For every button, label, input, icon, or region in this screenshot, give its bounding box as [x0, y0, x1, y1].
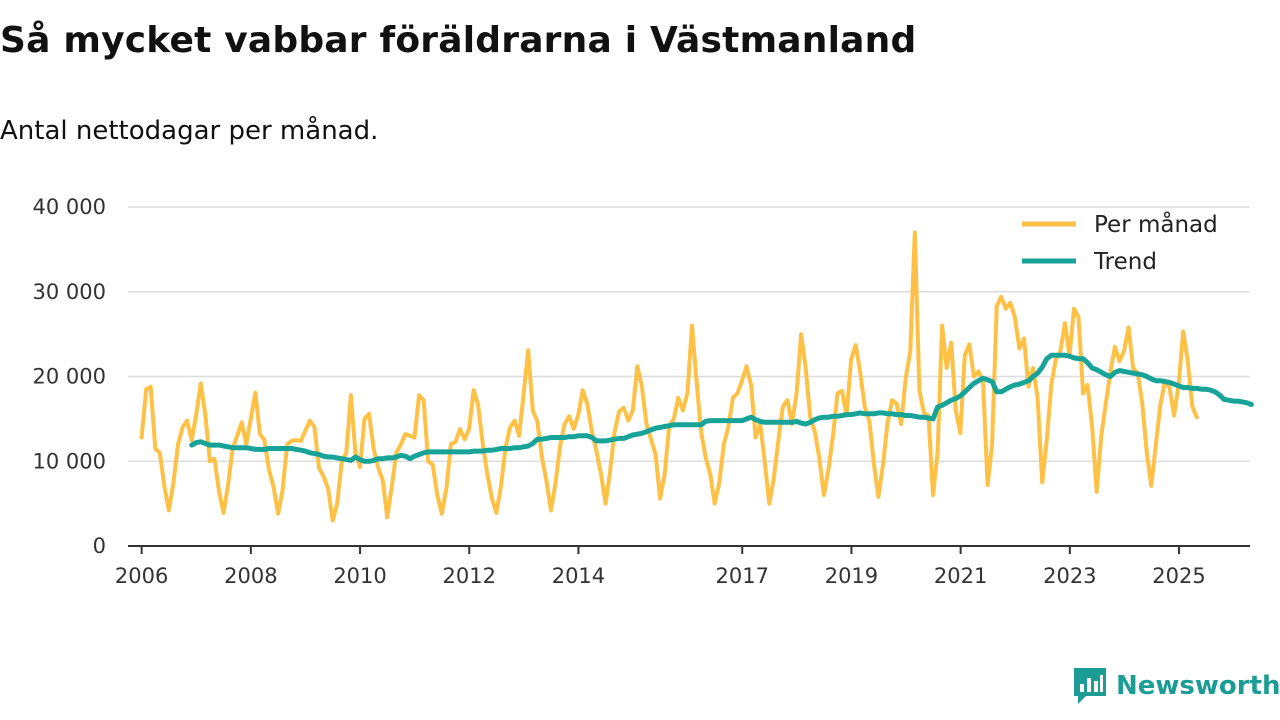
y-tick-label: 10 000 [33, 449, 106, 473]
legend-label: Per månad [1094, 210, 1218, 238]
x-tick-label: 2010 [333, 564, 386, 588]
x-tick-label: 2021 [934, 564, 987, 588]
x-tick-label: 2017 [716, 564, 769, 588]
x-tick-label: 2023 [1043, 564, 1096, 588]
axes: 0 10 000 20 000 30 000 40 000 2006 2008 2010 201… [33, 195, 1250, 588]
y-tick-label: 20 000 [33, 365, 106, 389]
x-tick-label: 2012 [443, 564, 496, 588]
chart-subtitle: Antal nettodagar per månad. [0, 116, 379, 146]
brand-name: Newsworthy [1116, 671, 1280, 701]
y-tick-label: 40 000 [33, 195, 106, 219]
legend-item-per-manad[interactable]: Per månad [1022, 210, 1218, 238]
legend[interactable]: Per månad Trend [1022, 210, 1218, 275]
x-tick-label: 2006 [115, 564, 168, 588]
x-tick-label: 2025 [1152, 564, 1205, 588]
series-line-trend [189, 352, 1254, 464]
newsworthy-logo-icon [1074, 668, 1106, 704]
x-tick-label: 2014 [552, 564, 605, 588]
x-tick-label: 2008 [224, 564, 277, 588]
x-tick-label: 2019 [825, 564, 878, 588]
y-tick-label: 30 000 [33, 280, 106, 304]
legend-item-trend[interactable]: Trend [1022, 249, 1157, 275]
gridlines [128, 206, 1250, 462]
series-lines [139, 230, 1254, 523]
chart-title: Så mycket vabbar föräldrarna i Västmanla… [0, 20, 917, 61]
newsworthy-logo[interactable]: Newsworthy [1072, 666, 1280, 706]
y-tick-label: 0 [93, 534, 106, 558]
legend-label: Trend [1093, 249, 1157, 275]
